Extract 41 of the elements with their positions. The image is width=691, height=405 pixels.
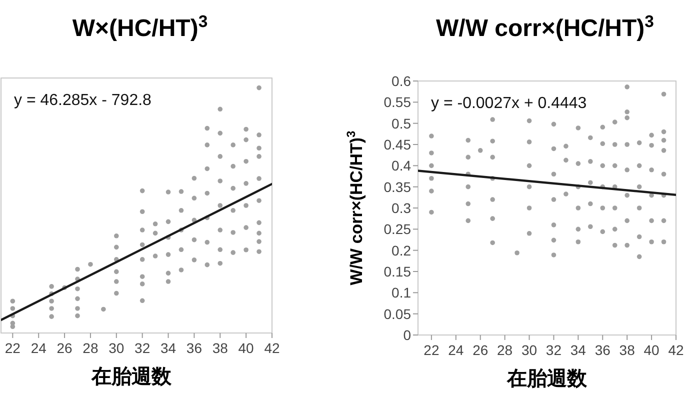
y-tick-label: 0.4	[392, 158, 412, 174]
x-axis-title: 在胎週数	[506, 368, 588, 390]
x-axis-title: 在胎週数	[90, 366, 172, 388]
y-tick-label: 0.5	[392, 115, 412, 132]
y-tick-label: 0.05	[384, 306, 412, 322]
y-tick-label: 0.45	[384, 136, 412, 152]
x-tick-label: 22	[424, 342, 440, 358]
x-tick-label: 42	[264, 340, 280, 356]
annotation: y = 46.285x - 792.8	[14, 92, 152, 109]
x-tick-label: 34	[570, 342, 586, 358]
x-tick-label: 38	[212, 340, 228, 356]
x-tick-label: 22	[4, 340, 21, 356]
x-tick-label: 36	[594, 342, 611, 358]
x-tick-label: 34	[160, 340, 176, 356]
y-tick-label: 0.3	[392, 200, 412, 216]
x-tick-label: 32	[134, 340, 150, 356]
x-tick-label: 40	[644, 342, 660, 358]
y-tick-label: 0.1	[392, 284, 412, 301]
x-tick-label: 26	[472, 342, 488, 358]
y-tick-label: 0	[403, 327, 412, 343]
x-tick-label: 42	[668, 342, 684, 358]
x-tick-label: 24	[448, 342, 464, 358]
x-tick-label: 24	[30, 340, 47, 356]
annotation: y = -0.0027x + 0.4443	[431, 95, 587, 112]
y-tick-label: 0.6	[392, 73, 412, 89]
y-tick-label: 0.15	[384, 264, 412, 280]
x-tick-label: 28	[82, 340, 98, 356]
x-tick-label: 36	[186, 340, 202, 356]
x-tick-label: 32	[546, 342, 562, 358]
x-tick-label: 28	[497, 342, 513, 358]
y-tick-label: 0.2	[392, 242, 412, 258]
chart-title: W/W corr×(HC/HT)$^{3}$	[436, 12, 654, 42]
x-tick-label: 40	[238, 340, 254, 356]
y-tick-label: 0.35	[384, 178, 412, 195]
x-tick-label: 30	[521, 342, 538, 358]
y-tick-label: 0.55	[384, 94, 412, 110]
x-tick-label: 38	[619, 342, 636, 358]
x-tick-label: 26	[56, 340, 73, 356]
y-tick-label: 0.25	[384, 221, 412, 238]
x-tick-label: 30	[108, 340, 124, 356]
chart-title: W×(HC/HT)$^{3}$	[72, 12, 208, 42]
